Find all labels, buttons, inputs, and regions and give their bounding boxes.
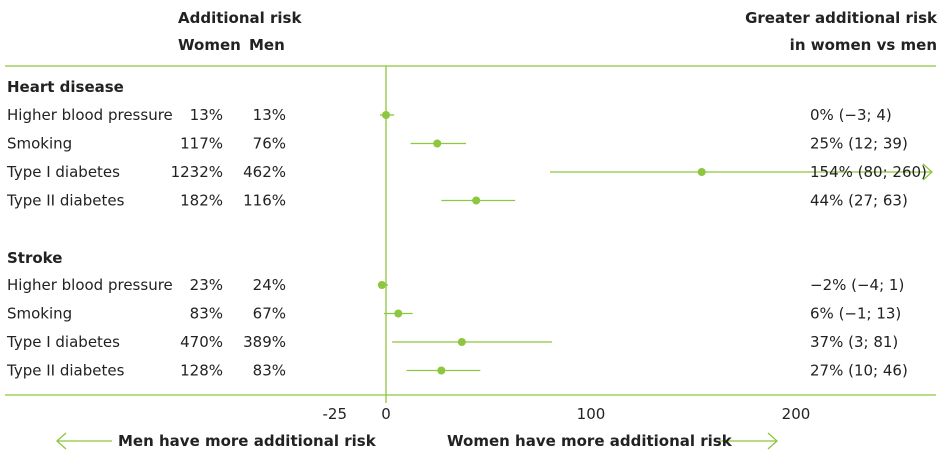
point-estimate	[377, 281, 386, 289]
women-risk-value: 13%	[190, 106, 223, 124]
ci-overflow-arrow	[922, 163, 933, 181]
women-risk-value: 470%	[180, 333, 223, 351]
men-risk-value: 83%	[253, 362, 286, 380]
ci-text: 0% (−3; 4)	[810, 106, 892, 124]
point-estimate	[433, 139, 442, 148]
ci-text: 25% (12; 39)	[810, 135, 908, 153]
ci-text: 44% (27; 63)	[810, 192, 908, 210]
ci-text: 37% (3; 81)	[810, 333, 898, 351]
row-label: Type I diabetes	[6, 163, 120, 181]
men-risk-value: 13%	[253, 106, 286, 124]
men-column-header: Men	[249, 36, 285, 54]
men-risk-value: 76%	[253, 135, 286, 153]
row-label: Higher blood pressure	[7, 276, 173, 294]
row-label: Type II diabetes	[6, 362, 125, 380]
right-arrow-head	[767, 432, 778, 450]
men-risk-value: 24%	[253, 276, 286, 294]
row-label: Smoking	[7, 305, 72, 323]
point-estimate	[437, 366, 446, 375]
x-axis-ticks: -25 0 100 200	[323, 405, 811, 423]
x-tick-label: -25	[323, 405, 348, 423]
row-label: Smoking	[7, 135, 72, 153]
women-risk-value: 128%	[180, 362, 223, 380]
women-more-risk-label: Women have more additional risk	[447, 432, 732, 450]
women-risk-value: 117%	[180, 135, 223, 153]
section-title: Heart disease	[7, 78, 124, 96]
greater-risk-header-line2: in women vs men	[789, 36, 937, 54]
men-risk-value: 389%	[243, 333, 286, 351]
ci-text: 6% (−1; 13)	[810, 305, 901, 323]
point-estimate	[382, 111, 390, 119]
footer-arrows	[56, 432, 778, 450]
men-risk-value: 462%	[243, 163, 286, 181]
women-risk-value: 1232%	[171, 163, 223, 181]
plot-frame	[5, 65, 936, 403]
left-arrow-head	[56, 432, 67, 450]
women-risk-value: 182%	[180, 192, 223, 210]
ci-text: 154% (80; 260)	[810, 163, 927, 181]
ci-text: 27% (10; 46)	[810, 362, 908, 380]
women-column-header: Women	[178, 36, 241, 54]
women-risk-value: 83%	[190, 305, 223, 323]
greater-risk-header-line1: Greater additional risk	[745, 9, 937, 27]
row-label: Higher blood pressure	[7, 106, 173, 124]
x-tick-label: 0	[381, 405, 391, 423]
men-more-risk-label: Men have more additional risk	[118, 432, 376, 450]
men-risk-value: 116%	[243, 192, 286, 210]
point-estimate	[457, 338, 466, 346]
section-title: Stroke	[7, 249, 62, 267]
point-estimate	[472, 196, 481, 205]
point-estimate	[697, 168, 706, 176]
x-tick-label: 100	[577, 405, 606, 423]
plot-rows: Heart disease Higher blood pressure 13% 13%…	[6, 78, 933, 380]
row-label: Type II diabetes	[6, 192, 125, 210]
additional-risk-header: Additional risk	[178, 9, 302, 27]
men-risk-value: 67%	[253, 305, 286, 323]
point-estimate	[394, 309, 403, 318]
row-label: Type I diabetes	[6, 333, 120, 351]
ci-text: −2% (−4; 1)	[810, 276, 904, 294]
x-tick-label: 200	[782, 405, 811, 423]
women-risk-value: 23%	[190, 276, 223, 294]
